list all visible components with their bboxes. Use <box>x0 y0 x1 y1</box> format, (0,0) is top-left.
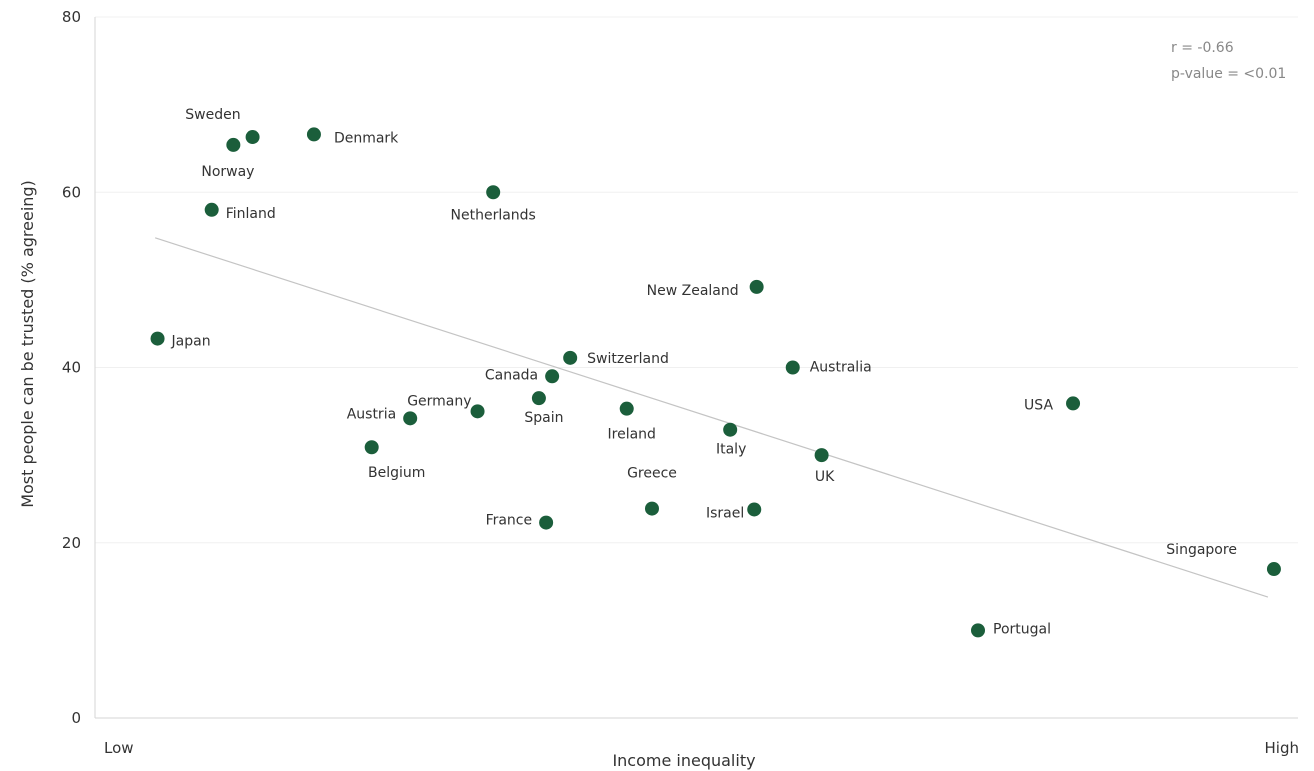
gridlines <box>95 16 1298 544</box>
data-point-finland <box>204 202 219 217</box>
x-tick-label-high: High <box>1265 739 1299 757</box>
point-label-israel: Israel <box>706 505 744 521</box>
data-point-switzerland <box>563 350 578 365</box>
correlation-r: r = -0.66 <box>1171 40 1234 56</box>
data-point-greece <box>644 501 659 516</box>
data-point-austria <box>403 411 418 426</box>
point-label-france: France <box>486 513 533 529</box>
point-label-ireland: Ireland <box>608 427 656 443</box>
point-label-spain: Spain <box>524 410 563 426</box>
y-tick-label-60: 60 <box>62 183 81 201</box>
point-label-austria: Austria <box>347 406 396 422</box>
data-point-norway <box>226 137 241 152</box>
point-label-usa: USA <box>1024 397 1053 413</box>
point-label-portugal: Portugal <box>993 621 1051 637</box>
trend-line <box>154 237 1269 598</box>
data-point-japan <box>150 331 165 346</box>
point-label-norway: Norway <box>201 164 254 180</box>
point-label-switzerland: Switzerland <box>587 351 669 367</box>
data-point-netherlands <box>486 185 501 200</box>
y-tick-label-40: 40 <box>62 359 81 377</box>
point-label-finland: Finland <box>226 206 276 222</box>
correlation-p-value: p-value = <0.01 <box>1171 66 1286 82</box>
data-point-uk <box>814 448 829 463</box>
point-label-canada: Canada <box>485 367 538 383</box>
point-label-new-zealand: New Zealand <box>647 283 739 299</box>
y-tick-label-80: 80 <box>62 8 81 26</box>
data-points <box>150 127 1281 638</box>
data-point-ireland <box>619 401 634 416</box>
data-point-germany <box>470 404 485 419</box>
x-tick-label-low: Low <box>104 739 134 757</box>
y-tick-label-20: 20 <box>62 534 81 552</box>
data-point-new-zealand <box>749 279 764 294</box>
data-point-singapore <box>1266 562 1281 577</box>
point-labels: Sweden Norway Denmark Finland Netherlands New… <box>171 107 1237 637</box>
point-label-greece: Greece <box>627 466 677 482</box>
point-label-uk: UK <box>815 469 835 485</box>
point-label-germany: Germany <box>407 393 471 409</box>
data-point-usa <box>1066 396 1081 411</box>
point-label-australia: Australia <box>810 360 872 376</box>
y-axis-title: Most people can be trusted (% agreeing) <box>18 180 37 508</box>
y-tick-label-0: 0 <box>71 709 81 727</box>
point-label-belgium: Belgium <box>368 465 425 481</box>
data-point-italy <box>723 422 738 437</box>
x-axis-title: Income inequality <box>612 751 755 770</box>
data-point-belgium <box>364 440 379 455</box>
point-label-denmark: Denmark <box>334 130 399 146</box>
point-label-singapore: Singapore <box>1166 542 1237 558</box>
point-label-italy: Italy <box>716 442 746 458</box>
data-point-australia <box>785 360 800 375</box>
data-point-france <box>539 515 554 530</box>
data-point-portugal <box>971 623 986 638</box>
data-point-denmark <box>306 127 321 142</box>
point-label-netherlands: Netherlands <box>451 207 536 223</box>
point-label-sweden: Sweden <box>185 107 240 123</box>
y-tick-labels: 0 20 40 60 80 <box>62 8 81 727</box>
data-point-spain <box>531 391 546 406</box>
data-point-sweden <box>245 130 260 145</box>
point-label-japan: Japan <box>171 334 211 350</box>
data-point-canada <box>545 369 560 384</box>
data-point-israel <box>747 502 762 517</box>
